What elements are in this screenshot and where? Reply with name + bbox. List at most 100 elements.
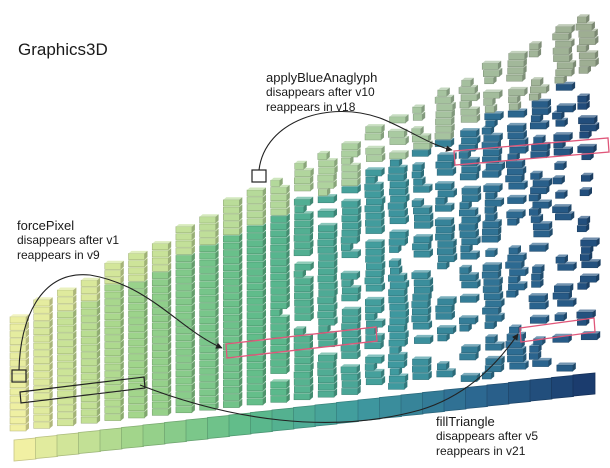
- code-cube: [73, 345, 77, 354]
- code-cube: [468, 200, 472, 209]
- code-cube: [555, 26, 573, 34]
- code-cube: [428, 356, 432, 366]
- code-cube: [533, 134, 546, 138]
- code-cube: [97, 364, 101, 373]
- code-cube: [286, 350, 290, 360]
- code-cube: [411, 149, 429, 157]
- code-cube: [33, 335, 50, 343]
- annotation-markers: [11, 111, 610, 423]
- code-cube: [553, 148, 571, 156]
- code-cube: [239, 247, 243, 257]
- code-cube: [340, 366, 358, 374]
- code-cube: [555, 24, 575, 27]
- code-cube: [586, 100, 590, 110]
- annotation-line: disappears after v10: [266, 85, 375, 99]
- code-cube: [49, 297, 53, 306]
- version-column: [270, 177, 290, 403]
- code-cube: [247, 187, 266, 190]
- code-cube: [493, 75, 497, 84]
- code-cube: [461, 185, 481, 189]
- code-cube: [529, 316, 547, 324]
- code-cube: [120, 361, 124, 371]
- code-cube: [532, 264, 545, 267]
- code-cube: [334, 222, 338, 232]
- code-cube: [168, 327, 172, 337]
- code-cube: [49, 340, 53, 350]
- code-cube: [507, 122, 527, 126]
- code-cube: [350, 241, 354, 251]
- code-cube: [555, 69, 572, 77]
- code-cube: [365, 219, 382, 227]
- code-cube: [549, 221, 553, 230]
- code-cube: [388, 210, 406, 217]
- code-cube: [430, 212, 434, 222]
- code-cube: [151, 329, 169, 337]
- code-cube: [577, 95, 587, 103]
- code-cube: [434, 96, 452, 104]
- code-cube: [517, 245, 521, 254]
- code-cube: [577, 218, 588, 225]
- code-cube: [199, 238, 216, 245]
- code-cube: [104, 260, 124, 264]
- code-cube: [80, 337, 98, 345]
- base-tile: [142, 422, 166, 447]
- annotation-force-pixel: forcePixel disappears after v1 reappears…: [17, 218, 119, 263]
- code-cube: [97, 356, 101, 366]
- code-cube: [263, 230, 266, 240]
- base-tile: [250, 410, 273, 434]
- code-cube: [317, 174, 335, 182]
- code-cube: [239, 355, 243, 365]
- code-cube: [286, 220, 290, 230]
- code-cube: [223, 213, 240, 221]
- code-cube: [482, 221, 500, 229]
- code-cube: [437, 325, 457, 328]
- code-cube: [485, 250, 495, 257]
- code-cube: [596, 237, 600, 247]
- code-cube: [57, 361, 74, 369]
- code-cube: [476, 128, 480, 137]
- code-cube: [270, 201, 287, 209]
- code-cube: [413, 142, 430, 150]
- code-cube: [498, 60, 502, 70]
- code-cube: [556, 62, 574, 70]
- code-cube: [485, 214, 495, 221]
- code-cube: [317, 210, 335, 218]
- code-cube: [334, 165, 338, 174]
- code-cube: [412, 113, 423, 121]
- code-cube: [523, 122, 527, 132]
- code-cube: [556, 362, 576, 365]
- code-cube: [554, 76, 565, 84]
- code-cube: [502, 161, 506, 171]
- code-cube: [239, 312, 243, 322]
- code-cube: [573, 60, 577, 69]
- code-cube: [460, 94, 478, 102]
- code-cube: [199, 302, 216, 310]
- code-cube: [389, 246, 399, 253]
- code-cube: [499, 89, 503, 99]
- code-cube: [128, 250, 148, 254]
- code-cube: [26, 379, 29, 388]
- code-cube: [9, 316, 27, 324]
- code-cube: [555, 189, 568, 193]
- code-cube: [358, 306, 362, 316]
- code-cube: [523, 346, 527, 355]
- code-cube: [49, 376, 53, 386]
- code-cube: [484, 322, 495, 329]
- code-cube: [468, 149, 472, 159]
- code-cube: [270, 381, 287, 389]
- code-cube: [554, 283, 574, 286]
- code-cube: [223, 393, 240, 401]
- code-cube: [215, 394, 219, 403]
- code-cube: [294, 364, 311, 372]
- code-cube: [552, 177, 563, 185]
- code-cube: [151, 315, 169, 323]
- code-cube: [340, 272, 358, 280]
- code-cube: [528, 352, 539, 360]
- code-cube: [223, 257, 240, 264]
- code-cube: [239, 262, 243, 271]
- code-cube: [548, 199, 552, 209]
- code-cube: [175, 276, 193, 284]
- code-cube: [144, 308, 148, 318]
- code-cube: [382, 376, 386, 385]
